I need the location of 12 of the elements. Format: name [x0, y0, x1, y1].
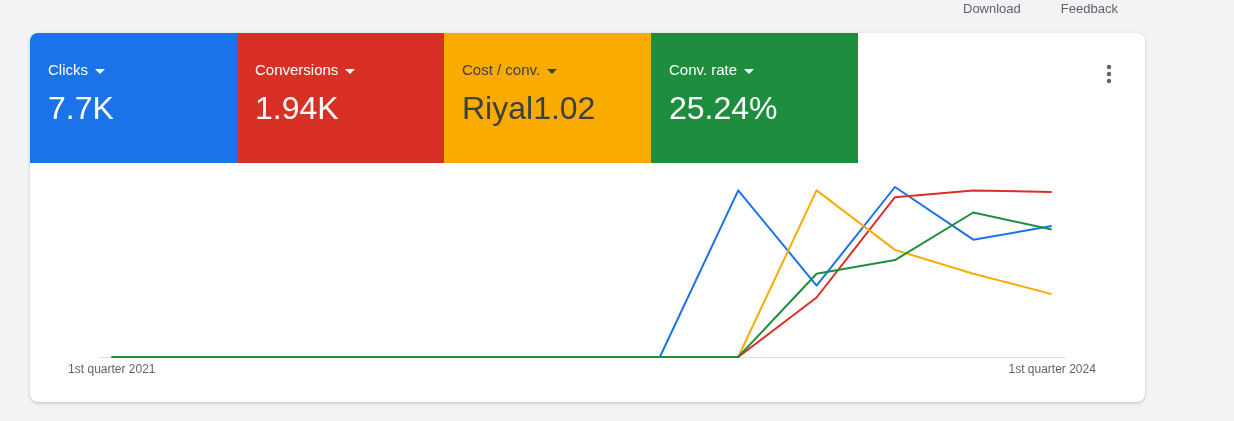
- category-label: Conv. rate: [669, 61, 739, 78]
- x-tick-label: 1st quarter 2021: [68, 361, 156, 376]
- text: Feedback: [1060, 1, 1118, 16]
- category-label: Conversions: [255, 61, 340, 78]
- x-tick-label: 1st quarter 2024: [1008, 361, 1097, 376]
- text: 1.94K: [255, 90, 339, 126]
- category-label: Cost / conv.: [462, 61, 542, 78]
- text: 7.7K: [48, 90, 114, 126]
- text: Riyal1.02: [462, 90, 596, 126]
- text: Download: [963, 1, 1021, 16]
- text: 25.24%: [669, 90, 778, 126]
- category-label: Clicks: [48, 61, 89, 78]
